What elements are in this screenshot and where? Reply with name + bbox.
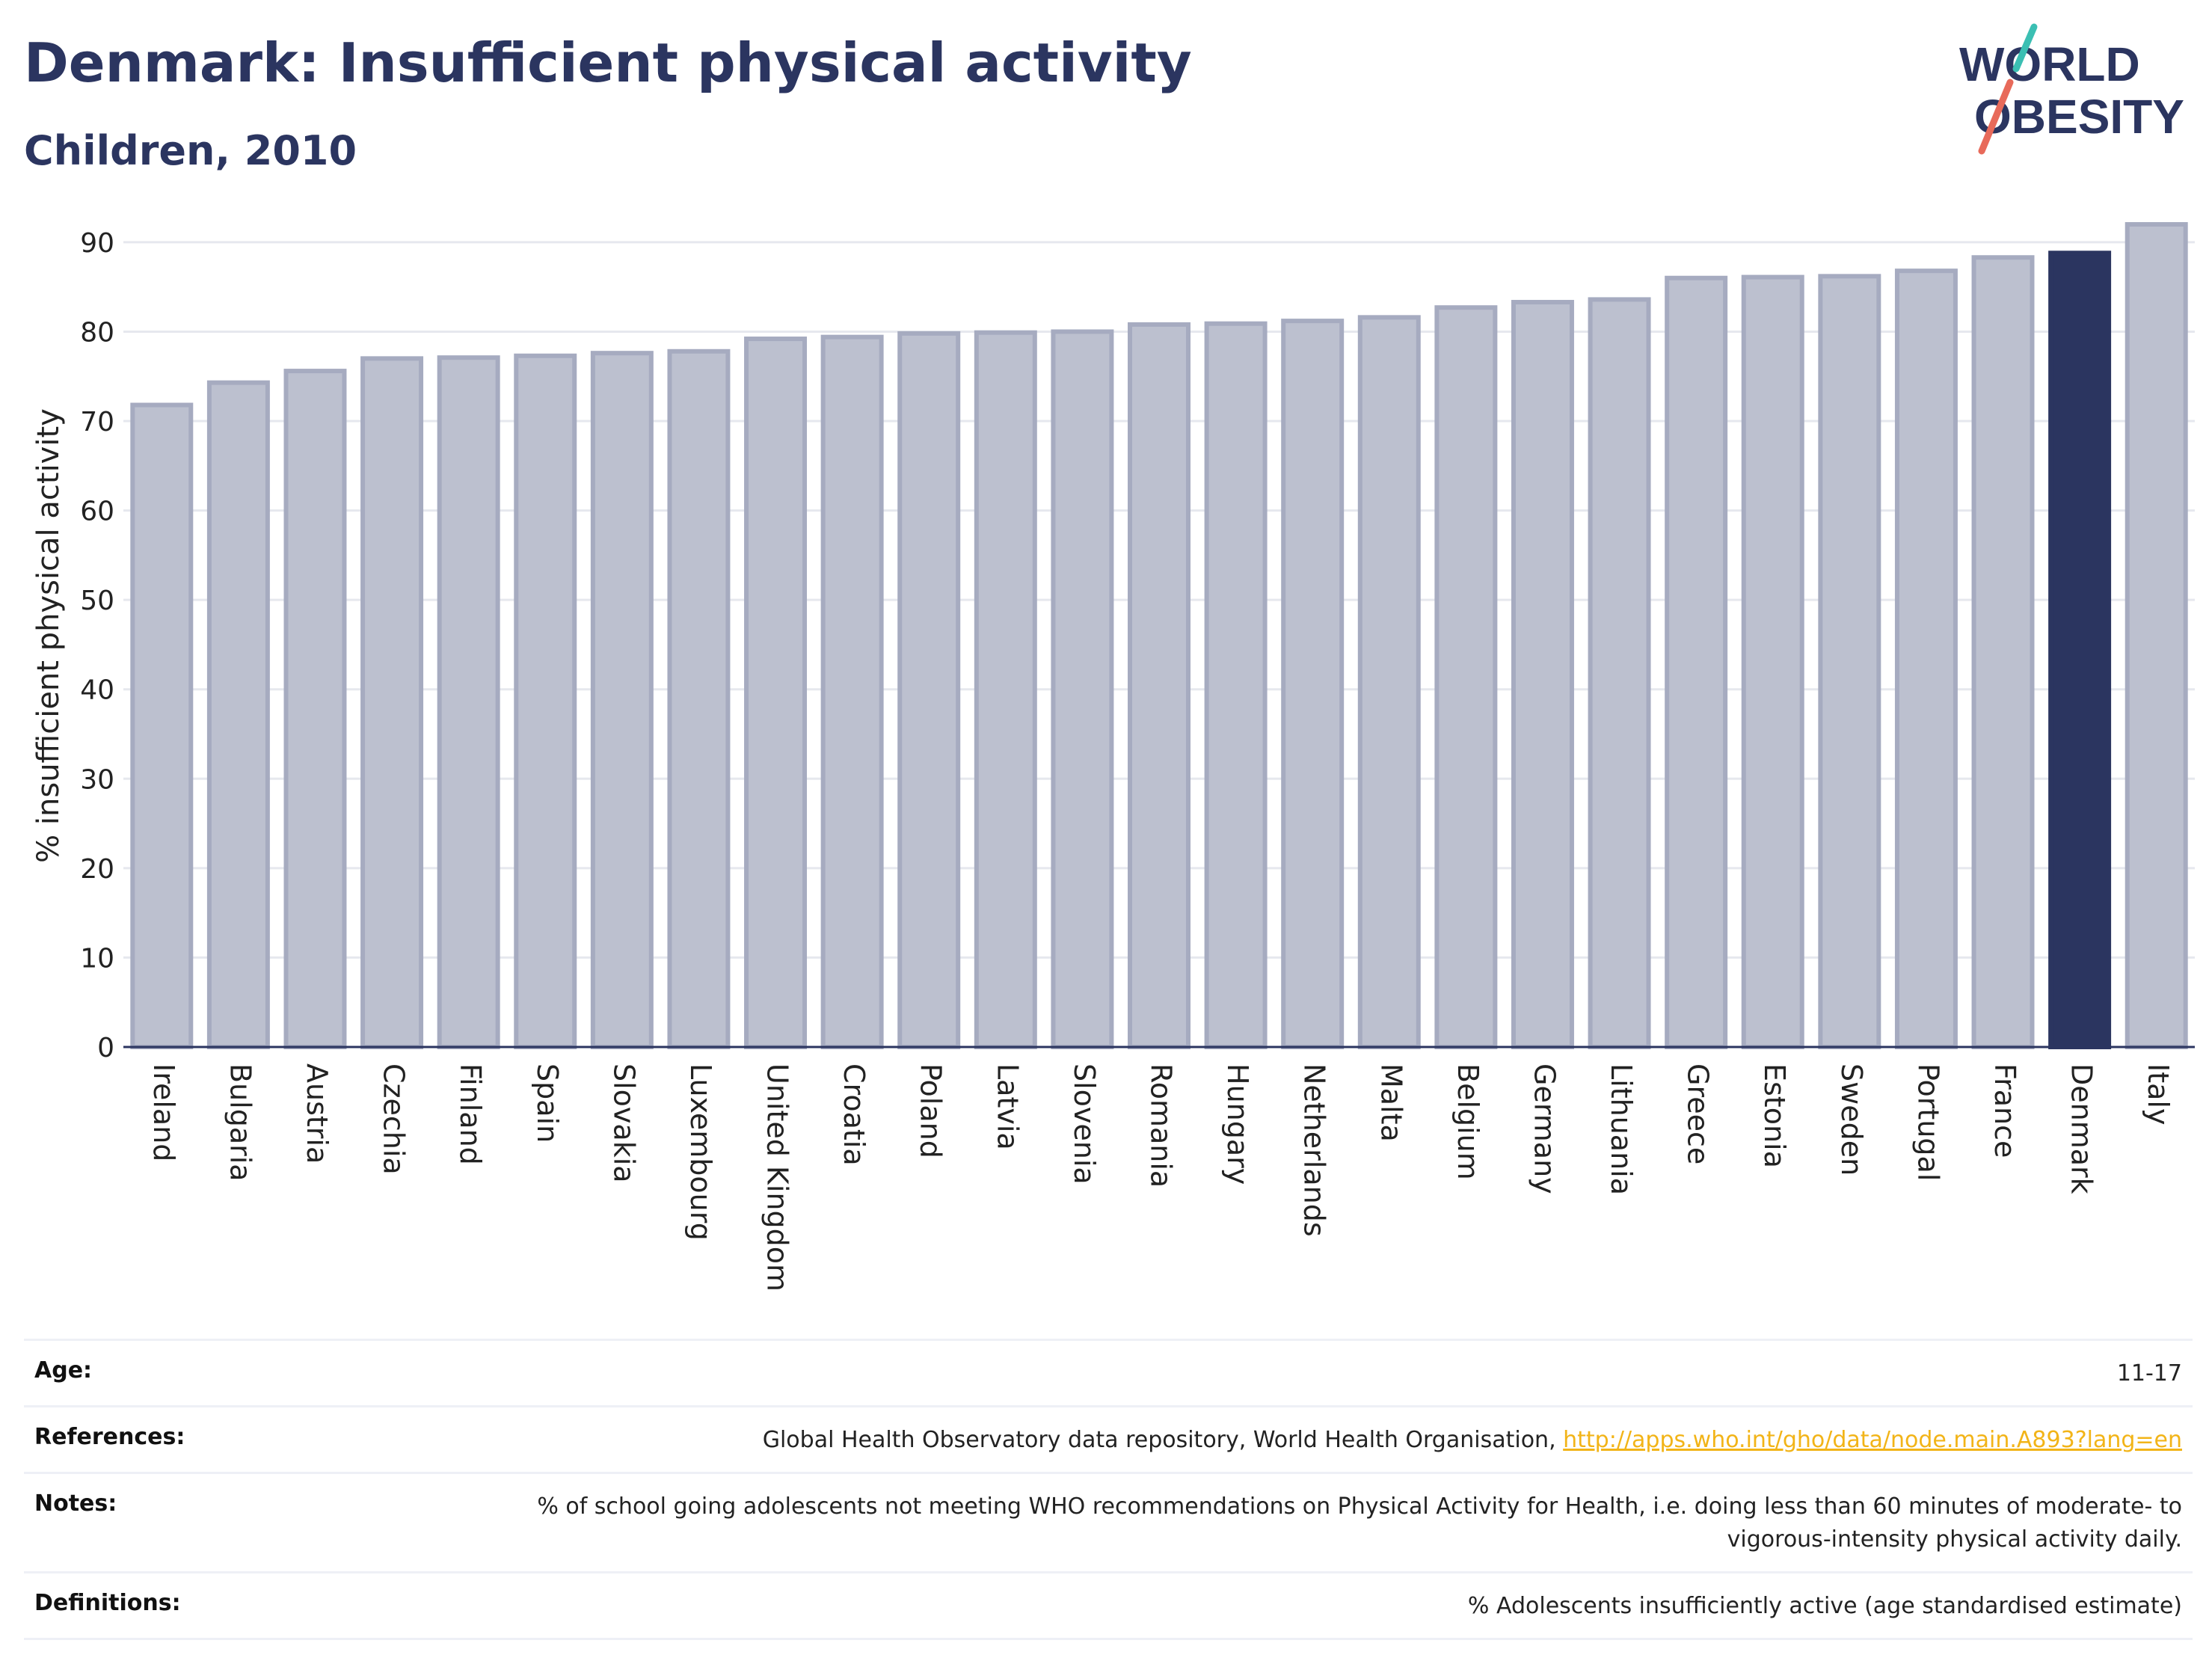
bar-italy [2125,222,2188,1049]
y-tick-label: 90 [80,228,114,259]
bar-austria [283,369,347,1049]
age-value: 11-17 [2116,1360,2182,1387]
y-tick-label: 10 [80,943,114,974]
x-tick-label: Czechia [378,1063,411,1175]
y-tick-label: 50 [80,586,114,616]
x-tick-label: Finland [454,1063,487,1165]
bar-france [1971,255,2035,1049]
bar-sweden [1818,274,1881,1050]
y-tick-label: 80 [80,317,114,348]
bar-luxembourg [667,348,731,1050]
y-tick-label: 60 [80,497,114,527]
y-axis-title: % insufficient physical activity [31,408,66,863]
info-row-references: References: Global Health Observatory da… [24,1405,2193,1472]
bar-greece [1665,275,1728,1049]
x-tick-label: Ireland [147,1063,180,1161]
y-tick-label: 40 [80,675,114,706]
bar-united-kingdom [744,337,808,1050]
tick-labels: 0 10 20 30 40 50 60 70 80 90 % insufficient physic… [31,228,2175,1292]
bar-slovenia [1051,329,1114,1049]
logo-red-stroke [1978,79,2014,155]
definitions-label: Definitions: [34,1590,181,1616]
x-tick-label: Croatia [838,1063,870,1166]
x-tick-label: Bulgaria [224,1063,256,1182]
bar-croatia [820,334,884,1049]
bar-poland [897,331,961,1049]
x-tick-label: Latvia [991,1063,1024,1150]
x-tick-label: Romania [1145,1063,1178,1188]
x-tick-label: Poland [915,1063,947,1158]
notes-label: Notes: [34,1490,117,1517]
x-tick-label: Netherlands [1298,1063,1331,1237]
x-tick-label: Austria [301,1063,334,1164]
bar-spain [514,353,577,1049]
x-tick-label: Greece [1682,1063,1715,1164]
x-tick-label: Sweden [1835,1063,1868,1176]
logo-text-world: WORLD [1959,37,2140,91]
info-row-definitions: Definitions: % Adolescents insufficientl… [24,1571,2193,1640]
bar-latvia [974,330,1037,1050]
bar-portugal [1894,268,1958,1049]
y-tick-label: 0 [97,1033,114,1063]
x-tick-label: Denmark [2065,1063,2098,1194]
references-text: Global Health Observatory data repositor… [762,1427,1564,1453]
x-tick-label: Hungary [1221,1063,1254,1185]
info-row-age: Age: 11-17 [24,1339,2193,1405]
age-label: Age: [34,1357,93,1384]
bar-estonia [1741,274,1804,1050]
page-subtitle: Children, 2010 [24,127,357,174]
bar-denmark [2048,251,2112,1049]
bar-finland [437,355,500,1049]
references-label: References: [34,1424,185,1450]
x-tick-label: Germany [1528,1063,1561,1194]
bar-netherlands [1281,319,1345,1049]
x-tick-label: United Kingdom [761,1063,794,1292]
x-tick-label: Belgium [1451,1063,1484,1180]
logo-teal-stroke [2012,23,2038,73]
x-tick-label: Italy [2142,1063,2175,1125]
y-tick-label: 20 [80,854,114,885]
world-obesity-logo: WORLD OBESITY [1959,23,2184,155]
x-tick-label: Spain [531,1063,564,1143]
definitions-value: % Adolescents insufficiently active (age… [1467,1593,2182,1619]
bar-bulgaria [206,380,270,1049]
references-value: Global Health Observatory data repositor… [763,1424,2182,1457]
bars [130,222,2188,1050]
bar-germany [1511,300,1574,1049]
page-title: Denmark: Insufficient physical activity [24,31,1192,94]
x-tick-label: Luxembourg [684,1063,717,1241]
x-tick-label: Lithuania [1605,1063,1638,1195]
references-link[interactable]: http://apps.who.int/gho/data/node.main.A… [1563,1427,2182,1453]
bar-belgium [1434,305,1498,1049]
x-tick-label: Malta [1374,1063,1407,1142]
bar-chart: 0 10 20 30 40 50 60 70 80 90 % insufficient physic… [31,222,2195,1292]
x-tick-label: France [1988,1063,2021,1158]
bar-slovakia [590,351,654,1050]
x-tick-label: Portugal [1911,1063,1944,1181]
x-tick-label: Slovakia [607,1063,640,1183]
bar-romania [1128,322,1191,1050]
bar-malta [1357,315,1421,1049]
info-row-notes: Notes: % of school going adolescents not… [24,1472,2193,1571]
logo-text-obesity: OBESITY [1974,90,2184,144]
y-tick-label: 70 [80,407,114,437]
info-table: Age: 11-17 References: Global Health Obs… [24,1339,2193,1640]
x-tick-label: Estonia [1758,1063,1791,1168]
bar-hungary [1204,321,1268,1049]
notes-value: % of school going adolescents not meetin… [537,1493,2182,1553]
x-tick-label: Slovenia [1068,1063,1101,1185]
bar-czechia [360,356,424,1049]
bar-lithuania [1588,297,1651,1050]
bar-ireland [130,402,194,1049]
y-tick-label: 30 [80,764,114,795]
